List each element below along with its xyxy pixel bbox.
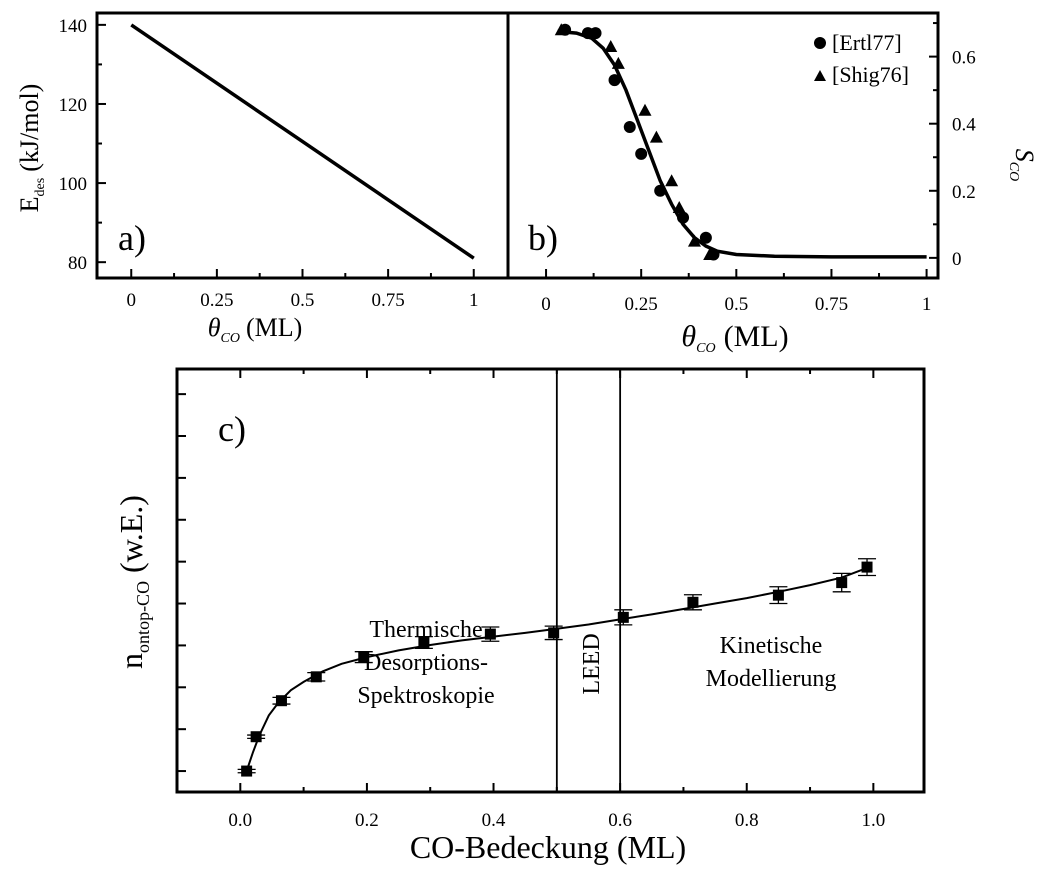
- panel-c-xlabel: CO-Bedeckung (ML): [410, 829, 686, 865]
- panel-a: 0 0.25 0.5 0.75 1 80 100 120 140 a) θCO (ML) Edes…: [15, 11, 510, 346]
- panel-a-xlabel: θCO (ML): [208, 313, 303, 346]
- panel-b-xlabel-unit: (ML): [724, 320, 789, 353]
- panel-c-point: [250, 731, 262, 743]
- panel-a-xtick-label: 0.5: [291, 290, 315, 311]
- panel-c-point: [275, 695, 287, 707]
- panel-b-ytick-label: 0: [952, 249, 962, 270]
- panel-b-xlabel: θCO (ML): [681, 320, 788, 356]
- panel-a-ytick-label: 80: [68, 253, 87, 274]
- panel-b-ylabel: SCO: [1006, 149, 1039, 181]
- panel-b-point-ertl77: [608, 74, 621, 87]
- panel-b-point-shig76: [611, 56, 625, 69]
- panel-c-point: [687, 596, 699, 608]
- panel-b-point-shig76: [649, 130, 663, 143]
- panel-a-xtick-label: 0.75: [372, 290, 405, 311]
- region-leed: LEED: [579, 633, 605, 694]
- panel-b-xtick-label: 1: [922, 294, 932, 315]
- panel-a-ylabel: Edes (kJ/mol): [15, 84, 48, 213]
- region-kinetic-line-2: Modellierung: [706, 666, 837, 692]
- panel-c-point: [836, 577, 848, 589]
- panel-b-xtick-label: 0.5: [724, 294, 748, 315]
- panel-c-point: [484, 628, 496, 640]
- legend-circle-marker: [814, 37, 826, 49]
- panel-c-xtick-label: 0.4: [482, 810, 506, 831]
- region-kinetic: Kinetische Modellierung: [706, 633, 837, 692]
- panel-b-point-shig76: [672, 201, 686, 214]
- panel-a-ylabel-sub: des: [33, 178, 48, 197]
- panel-c-xtick-label: 1.0: [861, 810, 885, 831]
- panel-c-frame: [175, 367, 926, 794]
- legend-triangle-marker: [814, 70, 826, 81]
- region-tds-line-2: Desorptions-: [364, 650, 488, 676]
- panel-a-line: [130, 23, 475, 260]
- panel-b-point-ertl77: [699, 231, 712, 244]
- region-tds-line-3: Spektroskopie: [357, 683, 494, 709]
- panel-c-ylabel: nontop-CO (w.E.): [113, 495, 153, 669]
- panel-a-xtick-label: 0: [127, 290, 137, 311]
- panel-c-point: [861, 561, 873, 573]
- panel-a-ytick-label: 140: [59, 16, 88, 37]
- panel-a-ytick-label: 100: [59, 174, 88, 195]
- panel-c: 0.0 0.2 0.4 0.6 0.8 1.0 c) CO-Bedeckung (ML) …: [113, 367, 926, 865]
- region-tds-line-1: Thermische: [369, 617, 482, 643]
- panel-b-xtick-label: 0: [541, 294, 551, 315]
- panel-c-ylabel-unit: (w.E.): [113, 495, 149, 573]
- panel-b-point-ertl77: [654, 184, 667, 197]
- panel-a-label: a): [118, 218, 146, 258]
- panel-a-xlabel-unit: (ML): [246, 313, 302, 342]
- panel-c-point: [241, 765, 253, 777]
- panel-c-xtick-label: 0.2: [355, 810, 379, 831]
- panel-b-point-shig76: [687, 234, 701, 247]
- panel-b-point-shig76: [554, 23, 568, 36]
- panel-c-point: [548, 627, 560, 639]
- panel-b-xlabel-sub: CO: [696, 341, 715, 356]
- panel-c-point: [617, 611, 629, 623]
- panel-a-xtick-label: 0.25: [200, 290, 233, 311]
- panel-b-point-ertl77: [589, 27, 602, 40]
- panel-c-point: [358, 651, 370, 663]
- panel-a-ylabel-unit: (kJ/mol): [15, 84, 44, 172]
- panel-c-ylabel-sub: ontop-CO: [133, 581, 153, 653]
- region-tds: Thermische Desorptions- Spektroskopie: [357, 617, 494, 709]
- panel-b-point-shig76: [665, 174, 679, 187]
- panel-a-xtick-label: 1: [469, 290, 479, 311]
- panel-c-xtick-label: 0.0: [228, 810, 252, 831]
- panel-a-ytick-label: 120: [59, 95, 88, 116]
- panel-c-label: c): [218, 409, 246, 449]
- panel-b-xtick-label: 0.25: [625, 294, 658, 315]
- panel-b-point-shig76: [703, 248, 717, 261]
- panel-b-ylabel-main: S: [1010, 149, 1039, 162]
- panel-b-point-ertl77: [677, 211, 690, 224]
- panel-b-point-ertl77: [623, 121, 636, 134]
- panel-b-label: b): [528, 218, 558, 258]
- panel-b-xtick-label: 0.75: [815, 294, 848, 315]
- panel-c-ylabel-main: n: [113, 653, 149, 669]
- panel-a-xlabel-symbol: θ: [208, 313, 221, 342]
- panel-b-legend: [Ertl77] [Shig76]: [814, 30, 909, 87]
- legend-entry-shig76: [Shig76]: [832, 62, 909, 87]
- panel-b-point-shig76: [604, 40, 618, 53]
- panel-b-ytick-label: 0.4: [952, 115, 976, 136]
- panel-b-point-ertl77: [635, 147, 648, 160]
- panel-c-point: [418, 636, 430, 648]
- panel-b-ylabel-sub: CO: [1006, 162, 1021, 181]
- panel-c-point: [772, 589, 784, 601]
- panel-c-xtick-label: 0.8: [735, 810, 759, 831]
- panel-b-xlabel-symbol: θ: [681, 320, 696, 353]
- panel-a-ylabel-main: E: [15, 196, 44, 212]
- panel-b-frame: [506, 11, 940, 280]
- panel-b-ytick-label: 0.2: [952, 182, 976, 203]
- panel-b-point-shig76: [638, 103, 652, 116]
- panel-c-xtick-label: 0.6: [608, 810, 632, 831]
- panel-c-point: [310, 671, 322, 683]
- panel-b: 0 0.25 0.5 0.75 100.20.40.6 b) θCO (ML) SCO […: [506, 11, 1039, 356]
- panel-a-xlabel-sub: CO: [221, 331, 240, 346]
- region-kinetic-line-1: Kinetische: [720, 633, 823, 659]
- panel-b-ytick-label: 0.6: [952, 48, 976, 69]
- legend-entry-ertl77: [Ertl77]: [832, 30, 902, 55]
